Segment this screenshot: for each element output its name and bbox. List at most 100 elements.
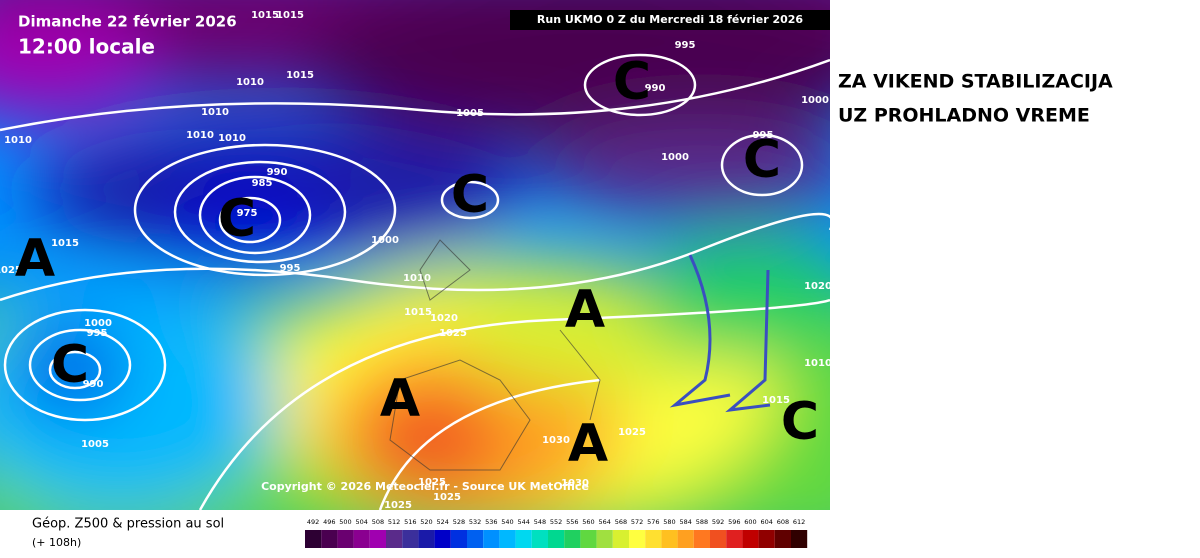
colorbar-label: 504: [355, 518, 367, 526]
colorbar-label: 500: [339, 518, 351, 526]
colorbar-cell: [580, 530, 597, 548]
height-field: [0, 0, 830, 510]
isobar-label: 1005: [456, 108, 484, 119]
isobar-label: 990: [83, 379, 104, 390]
colorbar-label: 584: [679, 518, 691, 526]
colorbar-cell: [774, 530, 791, 548]
colorbar-cell: [629, 530, 646, 548]
colorbar-cell: [677, 530, 694, 548]
colorbar-label: 528: [453, 518, 465, 526]
isobar-label: 1015: [51, 238, 79, 249]
isobar-label: 1015: [251, 10, 279, 21]
colorbar-cell: [467, 530, 484, 548]
pressure-center: A: [380, 369, 420, 429]
colorbar-cell: [353, 530, 370, 548]
isobar-label: 1030: [561, 478, 589, 489]
pressure-center: A: [565, 280, 605, 340]
colorbar-label: 512: [388, 518, 400, 526]
colorbar: 492 496 500 504 508 512 516 520 524 528 532 536 540 5…: [305, 518, 808, 548]
colorbar-cell: [402, 530, 419, 548]
legend-title: Géop. Z500 & pression au sol: [32, 517, 224, 532]
colorbar-label: 536: [485, 518, 497, 526]
colorbar-cell: [645, 530, 662, 548]
colorbar-label: 544: [517, 518, 529, 526]
isobar-label: 1005: [81, 439, 109, 450]
colorbar-label: 552: [550, 518, 562, 526]
colorbar-cell: [531, 530, 548, 548]
colorbar-label: 580: [663, 518, 675, 526]
time: 12:00 locale: [18, 35, 155, 59]
colorbar-label: 604: [760, 518, 772, 526]
colorbar-label: 492: [307, 518, 319, 526]
colorbar-label: 540: [501, 518, 513, 526]
isobar-label: 990: [267, 167, 288, 178]
annotation: UZ PROHLADNO VREME: [838, 105, 1090, 127]
isobar-label: 1025: [418, 477, 446, 488]
colorbar-cell: [564, 530, 581, 548]
isobar-label: 1000: [371, 235, 399, 246]
colorbar-label: 596: [728, 518, 740, 526]
isobar-label: 1015: [286, 70, 314, 81]
annotation: ZA VIKEND STABILIZACIJA: [838, 71, 1113, 93]
isobar-label: 1000: [661, 152, 689, 163]
colorbar-label: 592: [712, 518, 724, 526]
colorbar-cell: [548, 530, 565, 548]
colorbar-cell: [418, 530, 435, 548]
colorbar-cell: [726, 530, 743, 548]
colorbar-cell: [661, 530, 678, 548]
isobar-label: 1025: [0, 265, 22, 276]
pressure-center: C: [451, 165, 489, 225]
colorbar-label: 548: [534, 518, 546, 526]
isobar-label: 985: [252, 178, 273, 189]
colorbar-label: 556: [566, 518, 578, 526]
isobar-label: 1015: [762, 395, 790, 406]
colorbar-cell: [369, 530, 386, 548]
run-info: Run UKMO 0 Z du Mercredi 18 février 2026: [537, 13, 804, 26]
colorbar-cell: [321, 530, 338, 548]
colorbar-label: 572: [631, 518, 643, 526]
legend-lead: (+ 108h): [32, 536, 81, 549]
map-labels: 1015 1015 1010 1015 1010 1010 1010 1010 1005 995 9…: [0, 10, 832, 511]
isobar-label: 1010: [403, 273, 431, 284]
colorbar-cell: [434, 530, 451, 548]
isobar-label: 1010: [804, 358, 832, 369]
isobar-label: 1030: [542, 435, 570, 446]
isobar-label: 995: [753, 130, 774, 141]
isobar-label: 1000: [801, 95, 829, 106]
hand-drawn-lines: [669, 254, 771, 413]
pressure-center: A: [568, 414, 608, 474]
map: 1015 1015 1010 1015 1010 1010 1010 1010 1005 995 9…: [0, 0, 832, 511]
colorbar-label: 560: [582, 518, 594, 526]
pressure-center: C: [613, 52, 651, 112]
copyright: Copyright © 2026 Meteociel.fr - Source U…: [261, 480, 589, 493]
colorbar-label: 496: [323, 518, 335, 526]
colorbar-cell: [499, 530, 516, 548]
colorbar-cell: [450, 530, 467, 548]
pressure-center: C: [218, 189, 256, 249]
isobar-label: 1010: [201, 107, 229, 118]
isobar-label: 1015: [404, 307, 432, 318]
colorbar-label: 588: [696, 518, 708, 526]
colorbar-cell: [791, 530, 808, 548]
run-bar: [510, 10, 830, 30]
colorbar-label: 564: [598, 518, 610, 526]
isobar-label: 1025: [433, 492, 461, 503]
colorbar-label: 576: [647, 518, 659, 526]
colorbar-cell: [596, 530, 613, 548]
isobar-label: 1010: [4, 135, 32, 146]
colorbar-cell: [693, 530, 710, 548]
colorbar-cell: [337, 530, 354, 548]
pressure-center: A: [15, 229, 55, 289]
isobar-label: 1020: [804, 281, 832, 292]
isobar-label: 1025: [439, 328, 467, 339]
isobar-label: 1025: [384, 500, 412, 511]
colorbar-label: 520: [420, 518, 432, 526]
colorbar-label: 608: [777, 518, 789, 526]
coastlines: [389, 239, 601, 471]
colorbar-label: 532: [469, 518, 481, 526]
isobar-label: 1010: [218, 133, 246, 144]
colorbar-cell: [742, 530, 759, 548]
pressure-center: C: [781, 392, 819, 452]
colorbar-cell: [515, 530, 532, 548]
colorbar-label: 568: [615, 518, 627, 526]
